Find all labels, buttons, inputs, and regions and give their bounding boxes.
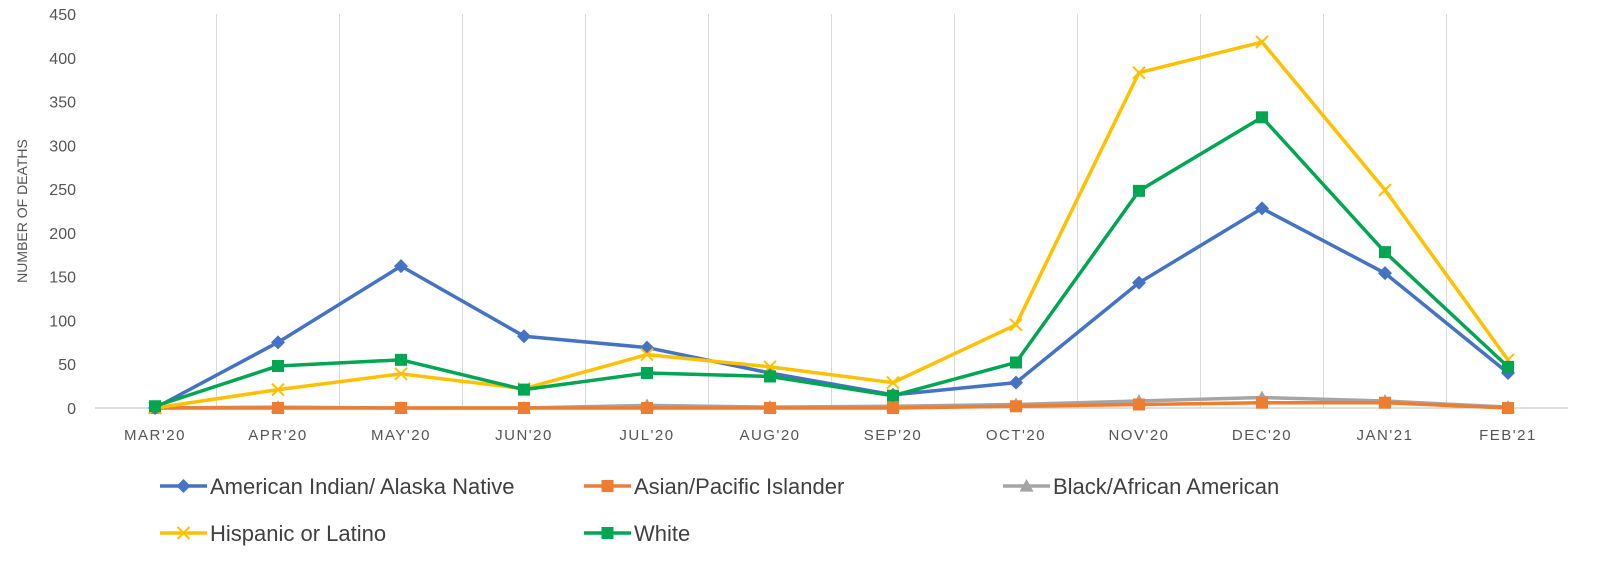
data-point bbox=[764, 402, 776, 414]
legend-label: White bbox=[634, 521, 690, 546]
data-point bbox=[517, 329, 531, 344]
x-tick-label: SEP'20 bbox=[864, 427, 923, 444]
data-point bbox=[1502, 402, 1514, 414]
data-point bbox=[641, 402, 653, 414]
legend-label: Hispanic or Latino bbox=[210, 521, 386, 546]
x-tick-label: FEB'21 bbox=[1479, 427, 1537, 444]
y-tick-label: 50 bbox=[58, 357, 76, 374]
data-point bbox=[518, 383, 530, 396]
x-tick-label: JUL'20 bbox=[619, 427, 674, 444]
y-tick-label: 100 bbox=[49, 313, 76, 330]
y-tick-label: 150 bbox=[49, 270, 76, 287]
data-point bbox=[1502, 360, 1514, 373]
data-point bbox=[272, 402, 284, 414]
data-point bbox=[640, 340, 654, 355]
data-point bbox=[764, 370, 776, 383]
x-tick-label: OCT'20 bbox=[986, 427, 1046, 444]
y-tick-label: 300 bbox=[49, 138, 76, 155]
data-point bbox=[887, 402, 899, 414]
legend-label: Black/African American bbox=[1053, 474, 1279, 499]
series-line bbox=[154, 40, 1510, 410]
y-tick-label: 450 bbox=[49, 7, 76, 24]
data-point bbox=[1132, 275, 1146, 290]
data-point bbox=[395, 402, 407, 414]
data-point bbox=[1133, 398, 1145, 411]
x-tick-label: APR'20 bbox=[248, 427, 307, 444]
data-point bbox=[1255, 35, 1269, 49]
data-point bbox=[149, 400, 161, 413]
legend-label: American Indian/ Alaska Native bbox=[210, 474, 515, 499]
legend: American Indian/ Alaska Native Asian/Paci… bbox=[160, 474, 1279, 546]
data-point bbox=[1378, 183, 1392, 197]
data-point bbox=[1379, 246, 1391, 259]
data-point bbox=[395, 353, 407, 366]
y-tick-label: 0 bbox=[67, 401, 76, 418]
data-point bbox=[886, 375, 900, 390]
legend-marker bbox=[176, 479, 191, 493]
data-point bbox=[1009, 318, 1023, 332]
series-group bbox=[149, 396, 1514, 414]
data-point bbox=[272, 359, 284, 372]
legend-marker bbox=[601, 480, 614, 492]
legend-item: Asian/Pacific Islander bbox=[584, 474, 844, 499]
y-axis-title: NUMBER OF DEATHS bbox=[14, 139, 30, 283]
data-point bbox=[1378, 266, 1392, 281]
data-point bbox=[641, 366, 653, 379]
x-tick-label: JUN'20 bbox=[495, 427, 553, 444]
data-point bbox=[1379, 396, 1391, 409]
legend-item: White bbox=[584, 521, 690, 546]
y-tick-label: 250 bbox=[49, 182, 76, 199]
legend-marker bbox=[1019, 479, 1034, 492]
data-point bbox=[394, 367, 408, 381]
data-point bbox=[1256, 111, 1268, 124]
x-tick-label: MAY'20 bbox=[371, 427, 431, 444]
y-tick-label: 350 bbox=[49, 95, 76, 112]
data-point bbox=[394, 259, 408, 274]
legend-item: American Indian/ Alaska Native bbox=[160, 474, 515, 499]
data-point bbox=[640, 347, 654, 362]
y-tick-label: 200 bbox=[49, 226, 76, 243]
legend-label: Asian/Pacific Islander bbox=[634, 474, 844, 499]
y-tick-label: 400 bbox=[49, 51, 76, 68]
series bbox=[148, 35, 1515, 415]
data-point bbox=[1010, 356, 1022, 369]
x-tick-label: MAR'20 bbox=[124, 427, 186, 444]
legend-marker bbox=[176, 526, 191, 540]
x-tick-label: NOV'20 bbox=[1108, 427, 1169, 444]
data-point bbox=[1133, 184, 1145, 197]
series-line bbox=[155, 400, 1509, 410]
data-point bbox=[271, 382, 285, 397]
series-group bbox=[149, 111, 1514, 413]
data-point bbox=[887, 389, 899, 402]
data-point bbox=[271, 335, 285, 350]
y-axis-ticks: 0 50 100 150 200 250 300 350 400 450 bbox=[49, 7, 76, 418]
x-axis-ticks: MAR'20 APR'20 MAY'20 JUN'20 JUL'20 AUG'20 SEP'… bbox=[124, 427, 1537, 444]
legend-item: Black/African American bbox=[1003, 474, 1279, 499]
data-point bbox=[1132, 65, 1146, 80]
data-point bbox=[1256, 396, 1268, 409]
data-point bbox=[1010, 400, 1022, 413]
x-tick-label: AUG'20 bbox=[739, 427, 800, 444]
x-tick-label: DEC'20 bbox=[1232, 427, 1292, 444]
data-point bbox=[1009, 375, 1023, 390]
legend-marker bbox=[601, 527, 614, 539]
data-point bbox=[518, 402, 530, 414]
legend-item: Hispanic or Latino bbox=[160, 521, 386, 546]
data-point bbox=[1255, 201, 1269, 216]
series-line bbox=[154, 115, 1510, 408]
x-tick-label: JAN'21 bbox=[1357, 427, 1414, 444]
series-line bbox=[154, 206, 1510, 410]
